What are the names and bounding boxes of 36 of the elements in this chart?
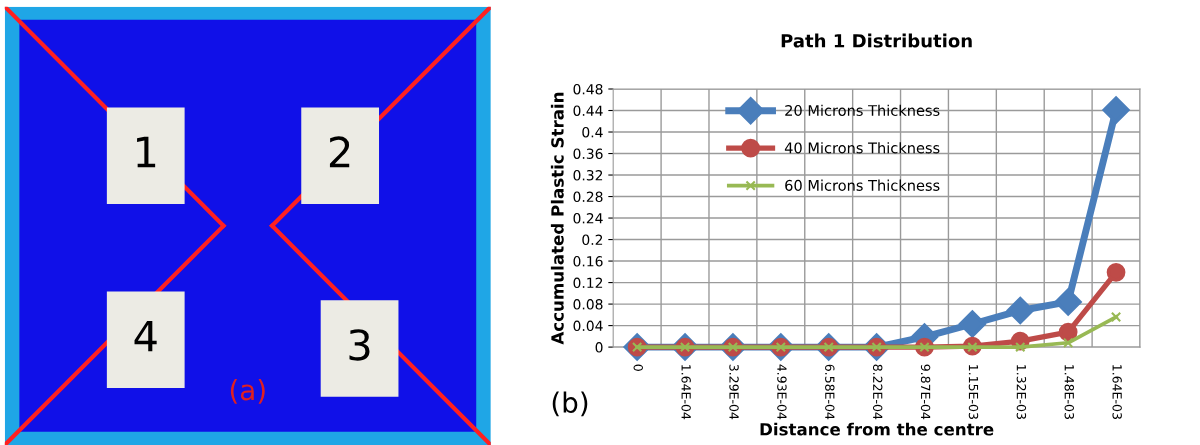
y-tick-label: 0.24: [573, 213, 603, 224]
text: (b): [552, 391, 588, 417]
x-tick-label: 0: [633, 364, 643, 371]
x-tick-label: 1.48E-03: [1064, 365, 1074, 419]
legend-label: 60 Microns Thickness: [785, 179, 940, 191]
y-tick-label: 0.12: [573, 277, 603, 289]
y-tick-label: 0.08: [573, 299, 603, 310]
x-axis-title: Distance from the centre: [760, 422, 994, 436]
y-axis-title: Accumulated Plastic Strain: [550, 92, 564, 345]
y-tick-label: 0.2: [582, 234, 603, 246]
x-tick-label: 1.64E-04: [681, 365, 691, 420]
text: 2: [329, 136, 350, 168]
x-tick-label: 8.22E-04: [872, 364, 883, 420]
x-tick-label: 9.87E-04: [920, 364, 931, 420]
legend-label: 40 Microns Thickness: [784, 142, 940, 154]
text: 3: [349, 329, 370, 361]
text: 1: [137, 136, 156, 168]
y-tick-label: 0.04: [573, 320, 603, 332]
x-tick-label: 6.58E-04: [825, 364, 835, 420]
text: (a): [230, 378, 265, 404]
y-tick-label: 0.32: [573, 170, 603, 181]
y-tick-label: 0.4: [582, 126, 603, 138]
text: 4: [134, 320, 157, 352]
y-tick-label: 0.48: [573, 83, 603, 95]
x-tick-label: 1.64E-03: [1112, 365, 1122, 419]
y-tick-label: 0.36: [573, 148, 603, 159]
chart-title: Path 1 Distribution: [781, 33, 972, 48]
x-tick-label: 1.15E-03: [968, 365, 979, 419]
x-tick-label: 3.29E-04: [729, 364, 739, 420]
x-tick-label: 4.93E-04: [777, 364, 787, 420]
x-tick-label: 1.32E-03: [1016, 365, 1027, 419]
y-tick-label: 0.16: [573, 256, 603, 267]
y-tick-label: 0: [595, 342, 603, 353]
y-tick-label: 0.44: [573, 105, 603, 116]
legend-label: 20 Microns Thickness: [785, 104, 940, 116]
y-tick-label: 0.28: [573, 191, 603, 203]
